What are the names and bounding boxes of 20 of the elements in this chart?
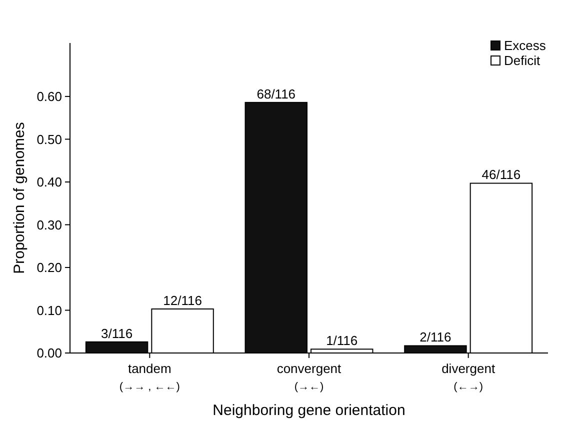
x-tick-label: convergent (→←) (276, 361, 342, 393)
y-tick-label: 0.30 (36, 217, 62, 232)
x-axis-title: Neighboring gene orientation (212, 402, 406, 419)
data-label: 2/116 (420, 330, 452, 345)
legend-label: Deficit (504, 53, 541, 68)
data-label: 12/116 (163, 292, 202, 308)
y-tick-label: 0.40 (36, 174, 62, 190)
data-label: 68/116 (256, 86, 296, 102)
x-tick-label: divergent (←→) (442, 361, 496, 393)
data-label: 46/116 (482, 167, 521, 182)
y-axis-title: Proportion of genomes (11, 122, 28, 274)
data-label: 3/116 (101, 326, 133, 341)
y-tick-label: 0.00 (36, 346, 62, 361)
y-tick-label: 0.10 (36, 302, 62, 318)
data-label: 1/116 (326, 333, 358, 348)
y-tick-label: 0.60 (36, 89, 62, 104)
y-tick-label: 0.20 (36, 260, 62, 276)
x-tick-label: tandem (→→ , ←←) (119, 361, 180, 393)
legend-label: Excess (504, 38, 546, 53)
y-tick-label: 0.50 (36, 132, 62, 147)
